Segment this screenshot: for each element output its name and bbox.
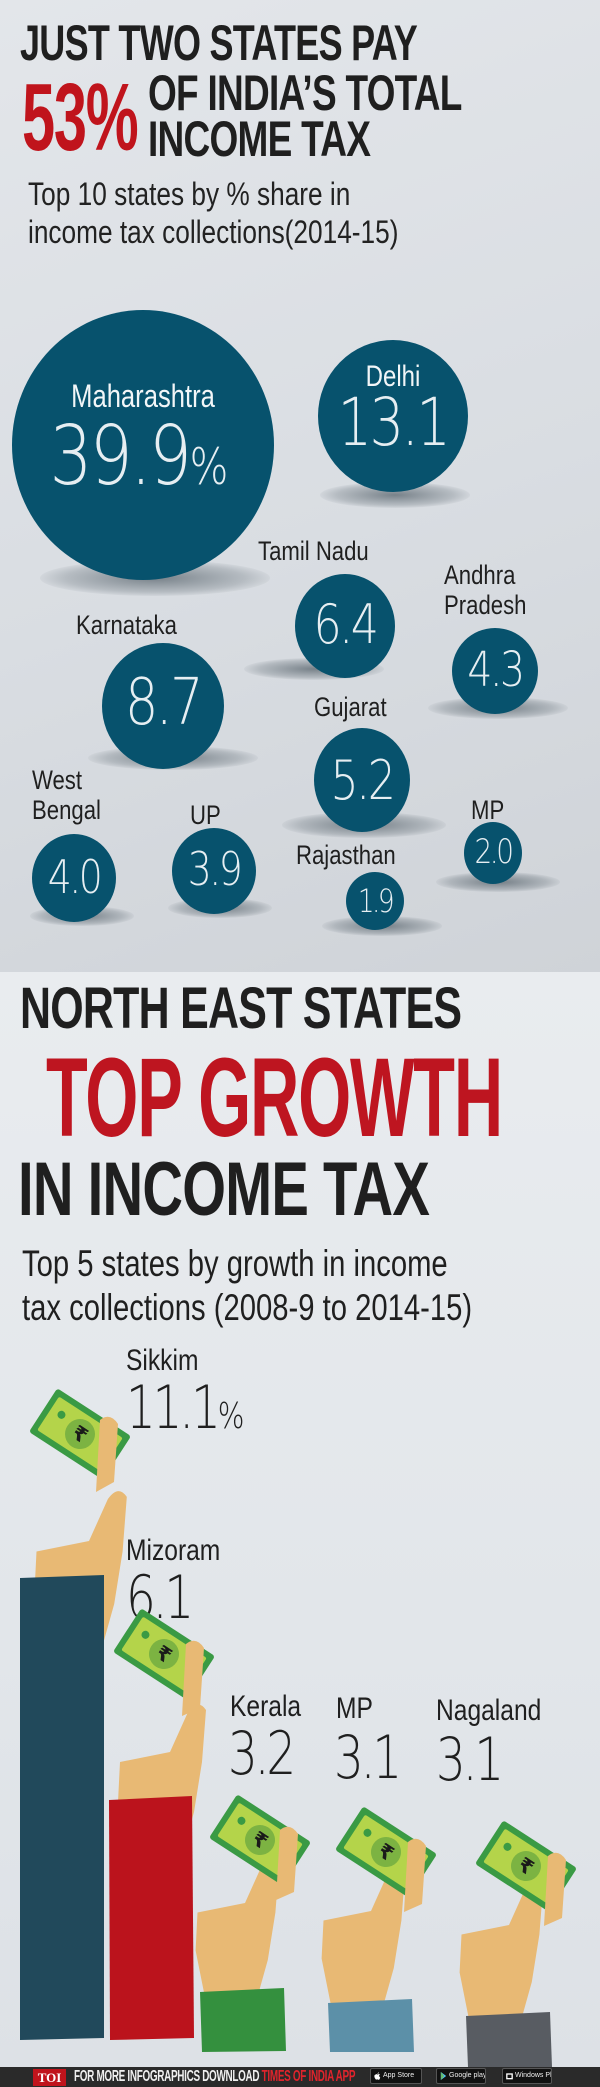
value-sikkim: 11.1% (126, 1373, 245, 1443)
sleeve-kerala (200, 1988, 286, 2052)
label-sikkim: Sikkim (126, 1344, 199, 1377)
apple-icon (374, 2072, 381, 2080)
windows-phone-icon (506, 2073, 513, 2080)
label-nagaland: Nagaland (436, 1694, 542, 1727)
bubble-value: 6.4 (313, 593, 379, 656)
bubble-mp: 2.0 (464, 822, 522, 884)
subtitle: Top 10 states by % share in income tax c… (28, 175, 398, 251)
bubble-tamil-nadu: 6.4 (295, 574, 395, 678)
bubble-value: 39.9% (49, 409, 229, 504)
subtitle-line1: Top 10 states by % share in (28, 176, 351, 212)
bubble-rajasthan: 1.9 (346, 872, 404, 930)
value-kerala: 3.2 (228, 1719, 296, 1789)
bubble-karnataka: 8.7 (102, 643, 224, 769)
bubble-value: 13.1 (337, 384, 451, 461)
bubble-value: 8.7 (124, 666, 204, 740)
bubble-value: 1.9 (357, 882, 395, 920)
bubble-gujarat: 5.2 (314, 728, 410, 832)
app-store-badge[interactable]: App Store (370, 2068, 422, 2084)
bubble-up: 3.9 (172, 828, 256, 914)
label-gujarat: Gujarat (314, 692, 387, 722)
headline-percent: 53% (22, 64, 139, 171)
headline-line3: INCOME TAX (148, 111, 371, 167)
bubble-value: 4.3 (467, 642, 525, 698)
hand-mizoram (109, 1608, 216, 2040)
subtitle2-line1: Top 5 states by growth in income (22, 1243, 448, 1284)
headline2-line3: IN INCOME TAX (18, 1147, 430, 1232)
label-west-bengal: West Bengal (32, 765, 101, 825)
headline-line2: OF INDIA’S TOTAL (148, 65, 462, 121)
hand-nagaland (459, 1820, 578, 2067)
label-kerala: Kerala (230, 1690, 302, 1723)
subtitle2: Top 5 states by growth in income tax col… (22, 1242, 472, 1330)
bubble-value: 4.0 (47, 850, 103, 904)
label-up: UP (190, 800, 221, 830)
hand-mp (321, 1806, 438, 2052)
bubble-value: 3.9 (187, 842, 243, 896)
value-nagaland: 3.1 (436, 1725, 504, 1795)
bubble-value: 5.2 (330, 749, 396, 812)
windows-phone-badge[interactable]: Windows Phone (502, 2068, 552, 2084)
growth-section: NORTH EAST STATES TOP GROWTH IN INCOME T… (0, 972, 600, 2067)
label-mp: MP (471, 795, 505, 825)
headline2-line1: NORTH EAST STATES (20, 976, 462, 1041)
bubble-andhra-pradesh: 4.3 (452, 628, 538, 714)
toi-logo: TOI (33, 2069, 66, 2086)
hand-kerala (195, 1794, 312, 2052)
footer-promo-text: FOR MORE INFOGRAPHICS DOWNLOAD TIMES OF … (74, 2068, 356, 2085)
sleeve-nagaland (466, 2012, 552, 2067)
sleeve-sikkim (20, 1575, 104, 2040)
subtitle2-line2: tax collections (2008-9 to 2014-15) (22, 1287, 473, 1328)
value-mp-growth: 3.1 (334, 1723, 402, 1793)
label-tamil-nadu: Tamil Nadu (258, 536, 369, 566)
label-andhra-pradesh: Andhra Pradesh (444, 560, 527, 620)
label-rajasthan: Rajasthan (296, 840, 396, 870)
hand-sikkim (20, 1388, 132, 2040)
sleeve-mp (328, 1999, 414, 2052)
sleeve-mizoram (109, 1796, 194, 2040)
hands-illustration: ₹ (20, 1388, 578, 2067)
bubble-delhi: Delhi 13.1 (318, 340, 468, 492)
share-section: JUST TWO STATES PAY 53% OF INDIA’S TOTAL… (0, 0, 600, 972)
bubble-maharashtra: Maharashtra 39.9% (12, 310, 274, 580)
subtitle-line2: income tax collections(2014-15) (28, 214, 399, 250)
headline2-line2: TOP GROWTH (46, 1035, 503, 1160)
bubble-value: 2.0 (474, 832, 514, 872)
headline-line1: JUST TWO STATES PAY (20, 15, 418, 71)
label-mp-growth: MP (336, 1692, 373, 1725)
label-karnataka: Karnataka (76, 610, 177, 640)
bubble-label: Maharashtra (71, 378, 215, 414)
google-play-badge[interactable]: Google play (436, 2068, 486, 2084)
bubble-west-bengal: 4.0 (32, 834, 116, 922)
google-play-icon (440, 2072, 447, 2080)
bubble-label: Delhi (365, 360, 421, 393)
label-mizoram: Mizoram (126, 1534, 221, 1567)
